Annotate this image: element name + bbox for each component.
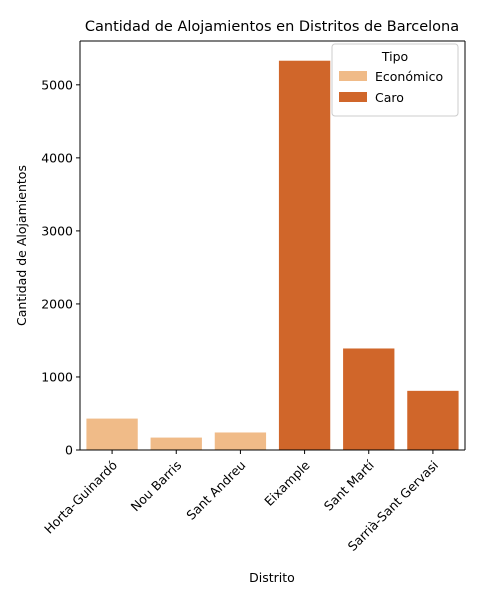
bars-group: [86, 60, 459, 451]
y-tick-label-4: 4000: [41, 150, 73, 165]
x-axis-label: Distrito: [249, 570, 295, 585]
legend-swatch-caro: [339, 92, 367, 102]
y-tick-label-3: 3000: [41, 223, 73, 238]
bar-5: [407, 390, 459, 450]
bar-1: [150, 437, 202, 450]
y-tick-label-2: 2000: [41, 296, 73, 311]
legend-label-economico: Económico: [375, 69, 443, 84]
legend: Tipo Económico Caro: [331, 43, 459, 117]
bar-0: [86, 418, 138, 450]
y-tick-label-1: 1000: [41, 369, 73, 384]
legend-label-caro: Caro: [375, 90, 404, 105]
chart-title: Cantidad de Alojamientos en Distritos de…: [85, 19, 459, 35]
legend-title: Tipo: [381, 49, 408, 64]
y-axis-ticks: 0 1000 2000 3000 4000 5000: [41, 77, 80, 458]
x-tick-label-2: Sant Andreu: [183, 458, 248, 523]
y-axis-label: Cantidad de Alojamientos: [14, 165, 29, 326]
x-tick-label-0: Horta-Guinardó: [41, 458, 120, 537]
x-tick-label-3: Eixample: [261, 457, 313, 509]
legend-swatch-economico: [339, 71, 367, 81]
x-tick-label-4: Sant Martí: [321, 457, 377, 513]
y-tick-label-0: 0: [65, 443, 73, 458]
bar-2: [214, 432, 267, 450]
x-tick-label-1: Nou Barris: [128, 458, 185, 515]
y-tick-label-5: 5000: [41, 77, 73, 92]
bar-3: [278, 60, 331, 451]
bar-4: [343, 348, 395, 450]
